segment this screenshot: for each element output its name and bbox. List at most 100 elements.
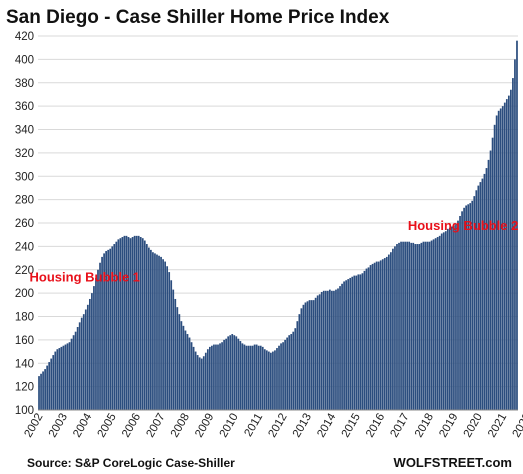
bar xyxy=(349,277,352,410)
x-tick-label: 2014 xyxy=(315,411,338,440)
bar xyxy=(481,178,484,410)
bar xyxy=(241,343,244,410)
bar xyxy=(204,352,207,410)
bar xyxy=(310,300,313,410)
bar xyxy=(467,204,470,410)
bar xyxy=(139,237,142,410)
bar xyxy=(361,273,364,410)
bar xyxy=(91,293,93,410)
y-tick-label: 220 xyxy=(15,265,34,277)
x-tick-label: 2010 xyxy=(218,412,241,440)
bar xyxy=(471,200,474,410)
bar xyxy=(115,241,118,410)
bar xyxy=(172,289,175,410)
bar xyxy=(512,78,514,410)
bar xyxy=(436,237,439,410)
bar xyxy=(265,350,268,410)
bar xyxy=(150,249,152,410)
bar xyxy=(125,235,128,410)
bar xyxy=(453,225,455,410)
x-tick-label: 2006 xyxy=(120,412,143,440)
bar xyxy=(469,203,472,410)
y-tick-label: 200 xyxy=(15,288,34,300)
bar xyxy=(322,290,325,410)
bar xyxy=(137,235,140,410)
bar xyxy=(72,335,75,410)
bar xyxy=(375,261,378,410)
y-tick-label: 380 xyxy=(15,78,34,90)
bar xyxy=(276,348,278,410)
bar xyxy=(211,345,213,410)
bar xyxy=(507,95,510,410)
bar xyxy=(495,115,498,410)
bar xyxy=(286,337,289,410)
y-tick-label: 240 xyxy=(15,241,34,253)
bar xyxy=(459,215,461,410)
bar xyxy=(208,346,211,410)
bar xyxy=(516,40,518,411)
bar xyxy=(215,344,217,410)
chart-title: San Diego - Case Shiller Home Price Inde… xyxy=(6,7,390,28)
bar xyxy=(46,365,49,410)
bar xyxy=(434,238,437,410)
bar xyxy=(424,241,427,410)
bar xyxy=(473,196,476,410)
bar xyxy=(288,335,291,410)
bar xyxy=(127,237,130,410)
bar xyxy=(345,280,348,410)
bar xyxy=(438,235,441,410)
bar xyxy=(251,345,254,410)
bar xyxy=(363,270,366,410)
bar xyxy=(426,241,429,410)
bar xyxy=(247,345,250,410)
bar xyxy=(365,268,368,410)
bar xyxy=(337,288,339,410)
bar xyxy=(221,342,223,410)
bar xyxy=(410,242,413,410)
bar xyxy=(371,263,374,410)
bar xyxy=(135,235,138,410)
x-tick-label: 2012 xyxy=(266,412,289,440)
bar xyxy=(145,244,148,410)
bar xyxy=(326,290,329,410)
bar xyxy=(202,356,205,410)
bar xyxy=(308,300,311,410)
y-tick-label: 160 xyxy=(15,335,34,347)
bar xyxy=(377,261,380,410)
bar xyxy=(206,349,209,410)
bar xyxy=(58,348,61,410)
bar xyxy=(320,291,323,410)
bar xyxy=(324,290,327,410)
bar xyxy=(328,289,331,410)
bar xyxy=(347,279,350,410)
bar xyxy=(168,272,171,410)
bar xyxy=(497,110,500,411)
bar xyxy=(38,376,40,410)
bar xyxy=(355,275,358,410)
bar xyxy=(385,256,388,410)
bar xyxy=(95,277,97,410)
bar xyxy=(64,344,67,410)
bar xyxy=(304,302,307,410)
bar xyxy=(223,339,225,410)
bar xyxy=(44,369,46,410)
bar xyxy=(514,59,516,410)
bar xyxy=(314,297,317,410)
bar xyxy=(235,336,238,410)
bar xyxy=(186,334,189,410)
annotation-label: Housing Bubble 2 xyxy=(408,218,519,233)
bar xyxy=(402,241,404,410)
bar xyxy=(231,334,234,410)
bar xyxy=(398,242,400,410)
bar xyxy=(272,351,274,410)
bar xyxy=(66,343,69,410)
bar xyxy=(383,258,386,410)
bar xyxy=(483,173,486,410)
bar xyxy=(233,335,236,410)
bar xyxy=(78,322,81,410)
bar xyxy=(298,314,301,410)
bar xyxy=(263,349,266,410)
bar xyxy=(491,137,494,410)
bar xyxy=(259,345,262,410)
